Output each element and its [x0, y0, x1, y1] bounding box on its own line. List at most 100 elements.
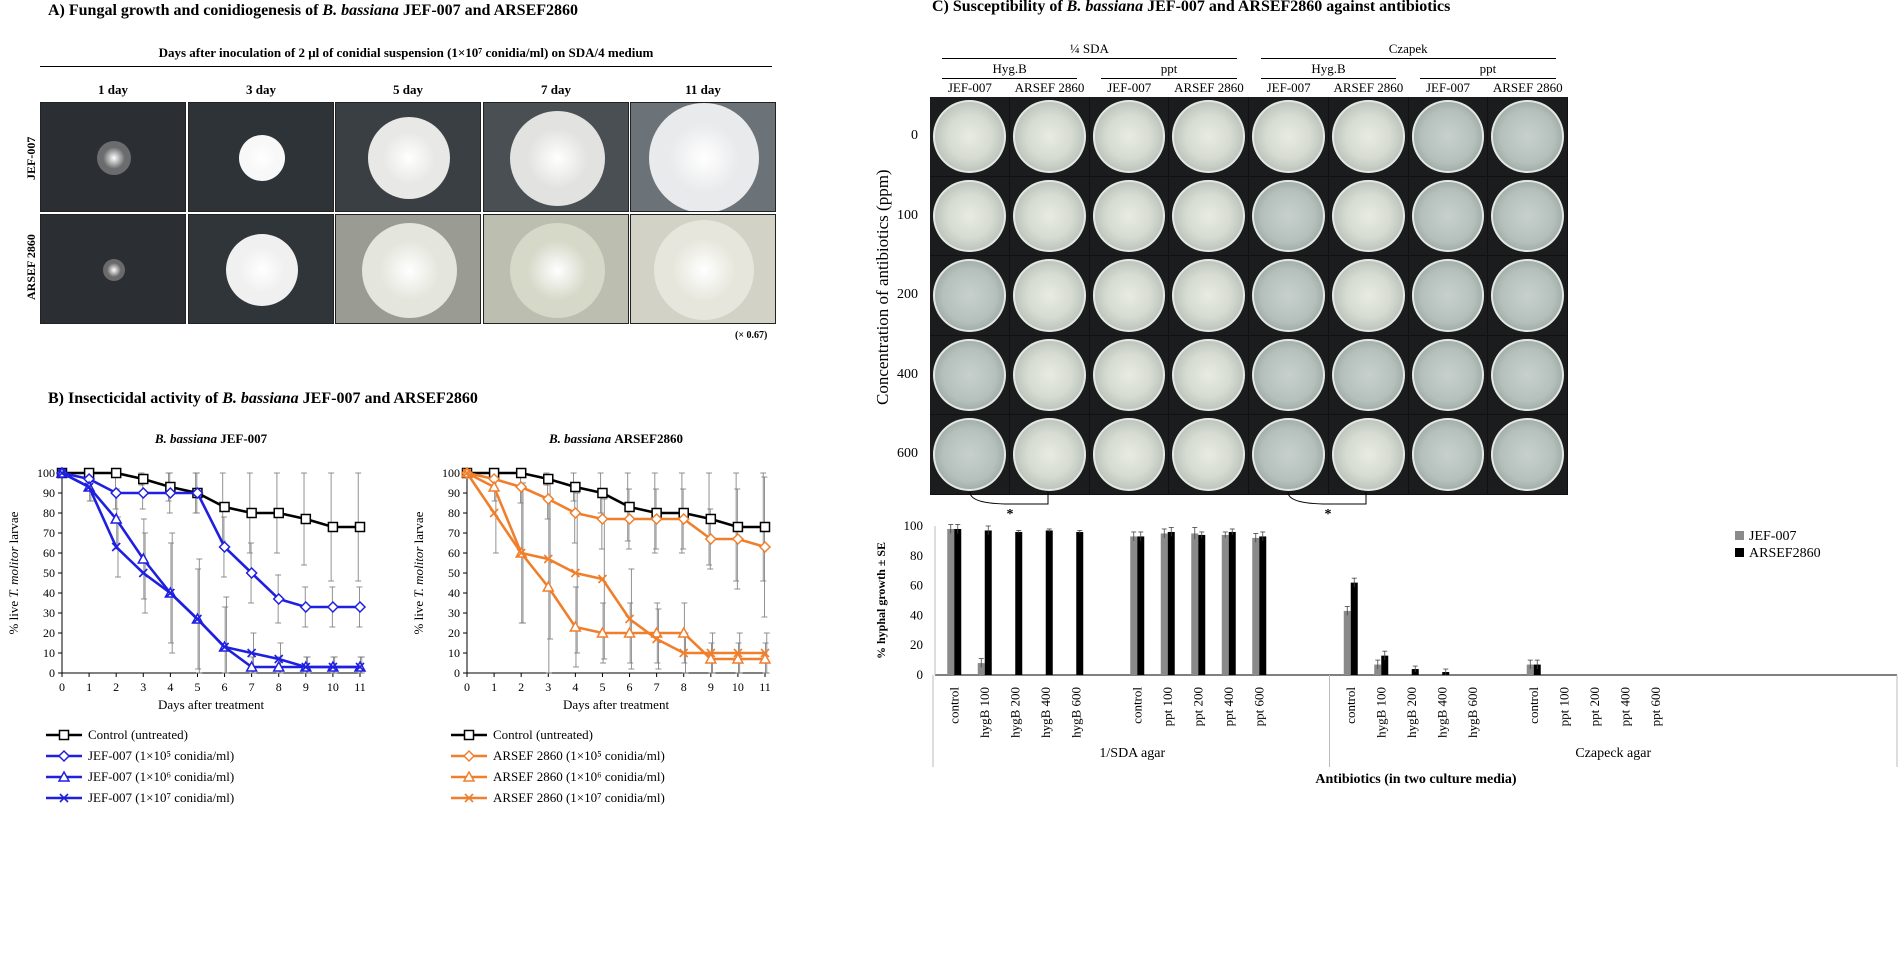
plate-no-growth — [1411, 100, 1485, 173]
y-axis-label: % hyphal growth ± SE — [874, 542, 888, 659]
square-marker — [570, 481, 581, 493]
strain-label: JEF-007 — [1266, 80, 1311, 95]
y-tick-label: 70 — [448, 526, 460, 540]
y-tick-label: 100 — [37, 466, 55, 480]
y-tick-label: 40 — [43, 586, 55, 600]
category-label: ppt 200 — [1190, 687, 1205, 726]
y-label-prefix: % live — [6, 598, 21, 635]
diamond-marker — [758, 540, 772, 554]
line-chart-arsef2860: B. bassiana ARSEF28600102030405060708090… — [411, 431, 772, 805]
bar — [1381, 655, 1389, 675]
strain-label: ARSEF 2860 — [1174, 80, 1244, 95]
plate-with-growth — [933, 100, 1006, 173]
colony — [361, 222, 457, 318]
category-label: ppt 100 — [1160, 687, 1175, 726]
antibiotic-plate — [1328, 415, 1408, 494]
plate-with-growth — [1012, 100, 1086, 173]
bracket — [969, 491, 1049, 505]
category-label: hygB 600 — [1465, 687, 1480, 738]
square-marker — [463, 729, 475, 741]
x-axis-label: Days after treatment — [158, 697, 265, 712]
diamond-marker — [515, 480, 528, 494]
antibiotic-rule — [942, 78, 1078, 79]
antibiotic-plate — [1009, 256, 1089, 335]
x-tick-label: 9 — [303, 680, 309, 694]
colony — [368, 117, 450, 199]
plate-no-growth — [1252, 259, 1325, 332]
diamond-marker — [164, 486, 177, 500]
antibiotic-plate — [1249, 415, 1328, 494]
legend-label: ARSEF 2860 (1×10⁶ conidia/ml) — [493, 769, 665, 784]
x-marker — [219, 642, 230, 652]
x-tick-label: 2 — [113, 680, 119, 694]
diamond-marker — [353, 600, 367, 614]
x-tick-label: 8 — [276, 680, 282, 694]
bar — [1191, 533, 1199, 675]
diamond-marker — [218, 540, 231, 554]
y-tick-label: 20 — [448, 626, 460, 640]
colony — [509, 222, 605, 318]
bar — [1045, 530, 1053, 675]
diamond-marker — [110, 486, 123, 500]
colony — [509, 110, 605, 206]
triangle-marker — [650, 626, 663, 638]
bar — [947, 528, 955, 675]
diamond-marker — [57, 749, 71, 763]
category-label: hygB 400 — [1038, 687, 1053, 738]
x-marker — [543, 554, 553, 564]
plate-with-growth — [1331, 259, 1405, 332]
triangle-marker — [541, 580, 555, 592]
colony — [649, 103, 759, 211]
series-line — [61, 471, 360, 669]
y-tick-label: 60 — [43, 546, 55, 560]
category-label: ppt 200 — [1587, 687, 1602, 726]
day-label: 11 day — [685, 82, 721, 97]
jef007-plate-photo — [483, 102, 629, 212]
jef007-plate-photo — [335, 102, 481, 212]
legend-label: Control (untreated) — [493, 727, 593, 742]
colony — [654, 220, 754, 320]
y-tick-label: 100 — [904, 518, 924, 533]
day-label: 1 day — [98, 82, 128, 97]
arsef2860-plate-photo — [335, 214, 481, 324]
colony — [97, 141, 131, 175]
bar — [1526, 664, 1534, 675]
legend-label: JEF-007 (1×10⁶ conidia/ml) — [88, 769, 234, 784]
asterisk: * — [1007, 507, 1014, 520]
antibiotic-plate — [1328, 97, 1408, 176]
y-axis-label: % live T. molitor larvae — [411, 511, 426, 634]
category-label: hygB 600 — [1068, 687, 1083, 738]
strain-label: ARSEF 2860 — [1492, 80, 1563, 95]
x-marker — [192, 614, 203, 624]
y-tick-label: 90 — [43, 486, 55, 500]
plate-with-growth — [1331, 418, 1405, 491]
antibiotic-rule — [1260, 78, 1397, 79]
y-tick-label: 70 — [43, 526, 55, 540]
x-tick-label: 8 — [681, 680, 687, 694]
diamond-marker — [272, 592, 285, 606]
plate-no-growth — [933, 418, 1006, 491]
antibiotic-plate — [1328, 335, 1408, 415]
legend-swatch — [1735, 531, 1744, 540]
chart-title-species: B. bassiana — [154, 431, 220, 446]
diamond-marker — [137, 486, 150, 500]
series-line — [465, 472, 765, 655]
x-marker — [464, 793, 474, 803]
plate-with-growth — [933, 179, 1006, 253]
y-tick-label: 20 — [43, 626, 55, 640]
jef007-plate-photo — [188, 102, 334, 212]
antibiotic-plate — [1488, 415, 1567, 494]
x-marker — [652, 634, 662, 644]
antibiotic-plate — [1488, 335, 1567, 415]
strain-label: ARSEF 2860 — [1333, 80, 1404, 95]
diamond-marker — [245, 566, 258, 580]
y-tick-label: 30 — [448, 606, 460, 620]
concentration-label: 400 — [897, 366, 918, 382]
bar — [1374, 664, 1382, 675]
square-marker — [597, 487, 608, 499]
triangle-marker — [272, 660, 286, 672]
x-marker — [84, 482, 94, 492]
concentration-label: 600 — [897, 446, 918, 461]
x-marker — [706, 648, 716, 658]
antibiotic-rule — [1420, 78, 1556, 79]
